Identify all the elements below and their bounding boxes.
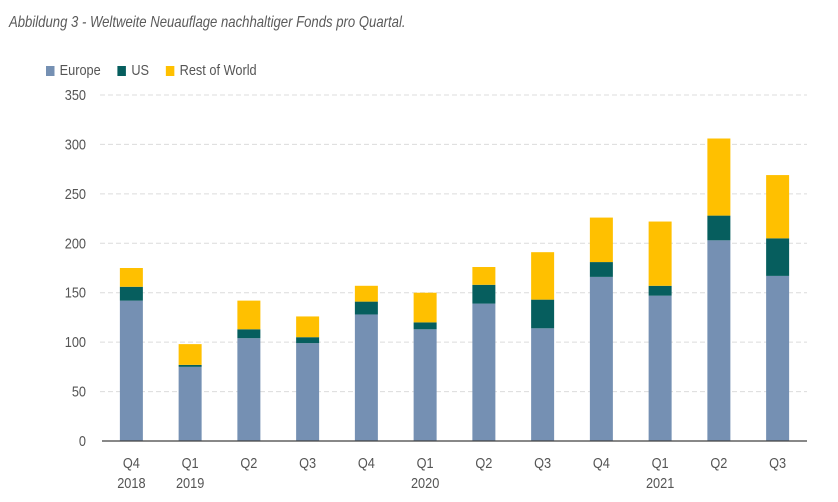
gridlines [100,94,807,393]
x-tick-label-quarter: Q3 [534,454,551,471]
legend-item-us: US [117,62,150,79]
legend-swatch-rest-of-world [166,65,175,76]
bar-segment-europe [296,343,320,441]
bar-segment-europe [354,314,378,441]
y-axis-ticks: 0 50 100 150 200 250 300 350 [65,86,86,449]
bar-segment-europe [707,240,731,441]
bar-segment-us [354,301,378,315]
y-tick-label: 200 [65,234,86,251]
x-tick-label-quarter: Q3 [299,454,316,471]
bar-segment-rest-of-world [648,221,672,286]
bar-segment-rest-of-world [119,268,143,287]
chart-title: Abbildung 3 - Weltweite Neuauflage nachh… [9,14,406,31]
bar-segment-rest-of-world [707,138,731,216]
bar-segment-europe [178,366,202,441]
legend-swatch-europe [46,65,55,76]
bar-segment-rest-of-world [472,267,496,285]
legend-label-us: US [131,62,150,79]
y-tick-label: 100 [65,333,86,350]
x-tick-label-year: 2019 [176,474,205,491]
x-tick-label-quarter: Q2 [710,454,727,471]
bar-segment-europe [766,275,790,441]
legend-swatch-us [117,65,127,76]
bar-segment-rest-of-world [296,316,320,338]
bar-segment-us [119,286,143,301]
x-tick-label-quarter: Q4 [123,454,140,471]
bar-segment-us [472,284,496,304]
x-tick-label-quarter: Q1 [652,454,669,471]
x-tick-label-year: 2021 [646,474,675,491]
bar-segment-us [178,364,202,367]
x-tick-label-quarter: Q1 [417,454,434,471]
bar-segment-rest-of-world [354,285,378,302]
bar-segment-europe [237,338,261,441]
bar-segment-rest-of-world [237,300,261,330]
legend-label-rest-of-world: Rest of World [179,62,257,79]
legend-item-europe: Europe [46,62,101,79]
x-tick-label-quarter: Q2 [475,454,492,471]
bar-segment-europe [589,276,613,441]
x-tick-label-year: 2020 [411,474,440,491]
x-tick-label-quarter: Q2 [240,454,257,471]
x-tick-label-year: 2018 [117,474,146,491]
y-tick-label: 50 [72,383,86,400]
x-tick-label-quarter: Q4 [358,454,375,471]
x-tick-label-quarter: Q4 [593,454,610,471]
x-tick-label-quarter: Q3 [769,454,786,471]
y-tick-label: 250 [65,185,86,202]
y-tick-label: 150 [65,284,86,301]
x-tick-label-quarter: Q1 [182,454,199,471]
legend-item-rest-of-world: Rest of World [166,62,257,79]
bar-segment-rest-of-world [178,344,202,365]
y-tick-label: 300 [65,135,86,152]
bar-segment-europe [531,328,555,441]
bar-segment-europe [413,329,437,441]
bar-segment-us [707,215,731,241]
y-tick-label: 350 [65,86,86,103]
bar-segment-rest-of-world [531,252,555,300]
bar-segment-europe [648,295,672,441]
bar-segment-us [413,322,437,330]
bars [119,138,790,441]
bar-segment-us [589,262,613,277]
bar-segment-rest-of-world [766,175,790,239]
chart-legend: Europe US Rest of World [46,62,274,79]
x-axis-ticks: Q4 2018 Q1 2019 Q2 Q3 Q4 Q1 2020 Q2 Q3 Q4 Q1 2021 Q2 Q3 [117,454,786,491]
y-tick-label: 0 [79,432,86,449]
bar-segment-us [766,238,790,276]
bar-segment-us [296,337,320,344]
bar-segment-rest-of-world [589,217,613,263]
bar-segment-europe [119,300,143,441]
bar-segment-us [648,285,672,296]
bar-segment-us [531,299,555,329]
bar-segment-us [237,329,261,339]
bar-segment-rest-of-world [413,292,437,323]
legend-label-europe: Europe [59,62,101,79]
bar-segment-europe [472,303,496,441]
